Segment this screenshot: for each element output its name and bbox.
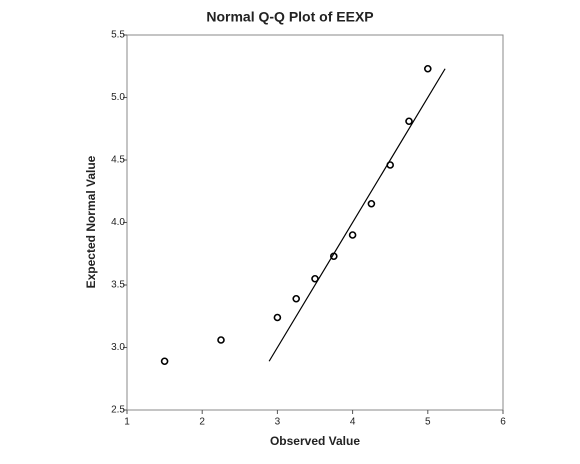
y-tick-label: 4.5 bbox=[111, 155, 125, 166]
x-tick-label: 5 bbox=[425, 417, 431, 428]
y-axis-title: Expected Normal Value bbox=[84, 155, 98, 288]
data-point bbox=[217, 336, 225, 344]
x-tick-label: 1 bbox=[124, 417, 130, 428]
data-point bbox=[367, 199, 376, 208]
data-point bbox=[423, 64, 432, 73]
chart-title: Normal Q-Q Plot of EEXP bbox=[206, 9, 373, 25]
y-tick-label: 3.5 bbox=[111, 280, 125, 291]
reference-line bbox=[268, 68, 446, 362]
data-point bbox=[329, 252, 338, 261]
y-tick-label: 2.5 bbox=[111, 405, 125, 416]
data-point bbox=[273, 313, 282, 322]
x-axis-title: Observed Value bbox=[270, 434, 360, 448]
x-tick-label: 6 bbox=[500, 417, 506, 428]
x-tick-label: 2 bbox=[199, 417, 205, 428]
y-tick-label: 5.0 bbox=[111, 92, 125, 103]
y-tick-label: 4.0 bbox=[111, 217, 125, 228]
plot-area bbox=[126, 34, 504, 411]
x-tick-label: 3 bbox=[275, 417, 281, 428]
data-point bbox=[160, 357, 169, 366]
data-point bbox=[405, 117, 413, 126]
x-tick-label: 4 bbox=[350, 417, 356, 428]
y-tick-label: 5.5 bbox=[111, 30, 125, 41]
data-point bbox=[311, 274, 319, 283]
data-point bbox=[292, 294, 301, 303]
data-point bbox=[348, 231, 357, 239]
data-point bbox=[386, 161, 395, 169]
y-tick-label: 3.0 bbox=[111, 342, 125, 353]
